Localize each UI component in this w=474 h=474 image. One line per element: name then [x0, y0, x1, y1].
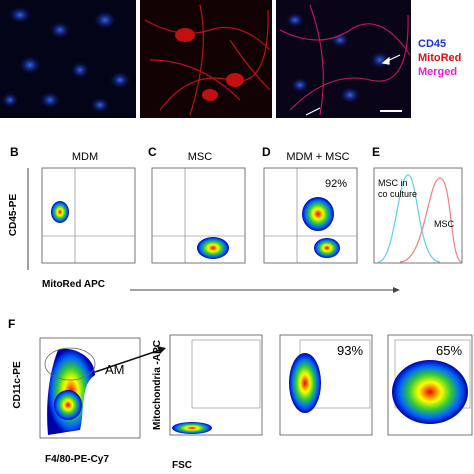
- population: [314, 238, 340, 258]
- path: [279, 23, 411, 56]
- ellipse: [18, 55, 42, 75]
- annotation: MSC in: [378, 178, 408, 188]
- histogram-msc: [399, 177, 463, 263]
- panel-letter: B: [10, 145, 19, 159]
- population: [172, 422, 212, 434]
- plot-f2: [169, 334, 263, 436]
- mitored-image: [140, 0, 272, 118]
- panel-title: MDM: [72, 151, 98, 163]
- population: [392, 360, 468, 424]
- x-axis-label: FSC: [172, 460, 192, 471]
- annotation: MSC: [434, 219, 455, 229]
- path: [309, 4, 324, 116]
- ellipse: [290, 77, 310, 93]
- merged-nuclei: [285, 12, 391, 104]
- cell-bodies: [175, 28, 244, 101]
- nuclei: [1, 6, 131, 113]
- line: [305, 107, 321, 116]
- arrow-head: [157, 346, 166, 354]
- path: [149, 59, 241, 101]
- merged-filaments: [279, 4, 411, 116]
- panel-letter: E: [372, 145, 380, 159]
- histogram-coculture: [377, 174, 441, 263]
- percent: 93%: [337, 343, 363, 358]
- y-axis-label: CD11c-PE: [12, 361, 23, 409]
- panel-letter: D: [262, 145, 271, 159]
- flow-row: B C D E MDM MSC MDM + MSC 92% MSC in co …: [8, 145, 463, 293]
- path: [189, 4, 204, 116]
- legend-cd45: CD45: [418, 38, 446, 50]
- ellipse: [70, 61, 90, 79]
- ellipse: [1, 92, 19, 108]
- gate: [191, 339, 261, 409]
- ellipse: [330, 32, 350, 48]
- legend-mitored: MitoRed: [418, 52, 461, 64]
- population: [302, 197, 334, 231]
- population: [51, 201, 69, 223]
- legend-merged: Merged: [418, 66, 457, 78]
- path: [144, 19, 271, 51]
- population: [54, 390, 82, 420]
- panel-letter: F: [8, 317, 15, 331]
- panel-title: MDM + MSC: [286, 151, 349, 163]
- population: [197, 237, 229, 259]
- ellipse: [90, 97, 110, 113]
- gate: [44, 347, 96, 381]
- ellipse: [339, 86, 361, 104]
- y-axis-label: CD45-PE: [8, 194, 19, 237]
- ellipse: [175, 28, 195, 42]
- percent: 65%: [436, 343, 462, 358]
- y-axis-label: Mitochondria -APC: [152, 340, 163, 430]
- x-axis-label: F4/80-PE-Cy7: [45, 454, 109, 465]
- ellipse: [39, 91, 61, 109]
- ellipse: [109, 71, 131, 89]
- ellipse: [285, 12, 305, 28]
- ellipse: [226, 73, 244, 87]
- ellipse: [93, 10, 117, 30]
- microscopy-row: CD45 MitoRed Merged: [0, 0, 461, 118]
- arrows: [305, 54, 401, 116]
- gate-arrow: [94, 349, 161, 373]
- ellipse: [49, 21, 71, 39]
- panel-letter: C: [148, 145, 157, 159]
- scale-bar: [380, 110, 402, 112]
- path: [289, 14, 409, 111]
- x-axis-label: MitoRed APC: [42, 279, 105, 290]
- path: [229, 39, 271, 91]
- ellipse: [202, 89, 218, 101]
- percent: 92%: [325, 178, 347, 190]
- polygon: [381, 56, 390, 65]
- population: [289, 353, 321, 413]
- ellipse: [369, 51, 391, 69]
- flow-row-f: F AM CD11c-PE F4/80-PE-Cy7 Mitochondria …: [8, 317, 473, 471]
- annotation: co culture: [378, 189, 417, 199]
- arrow-head: [393, 287, 400, 293]
- gate-label: AM: [105, 362, 125, 377]
- ellipse: [8, 6, 32, 24]
- panel-title: MSC: [188, 151, 213, 163]
